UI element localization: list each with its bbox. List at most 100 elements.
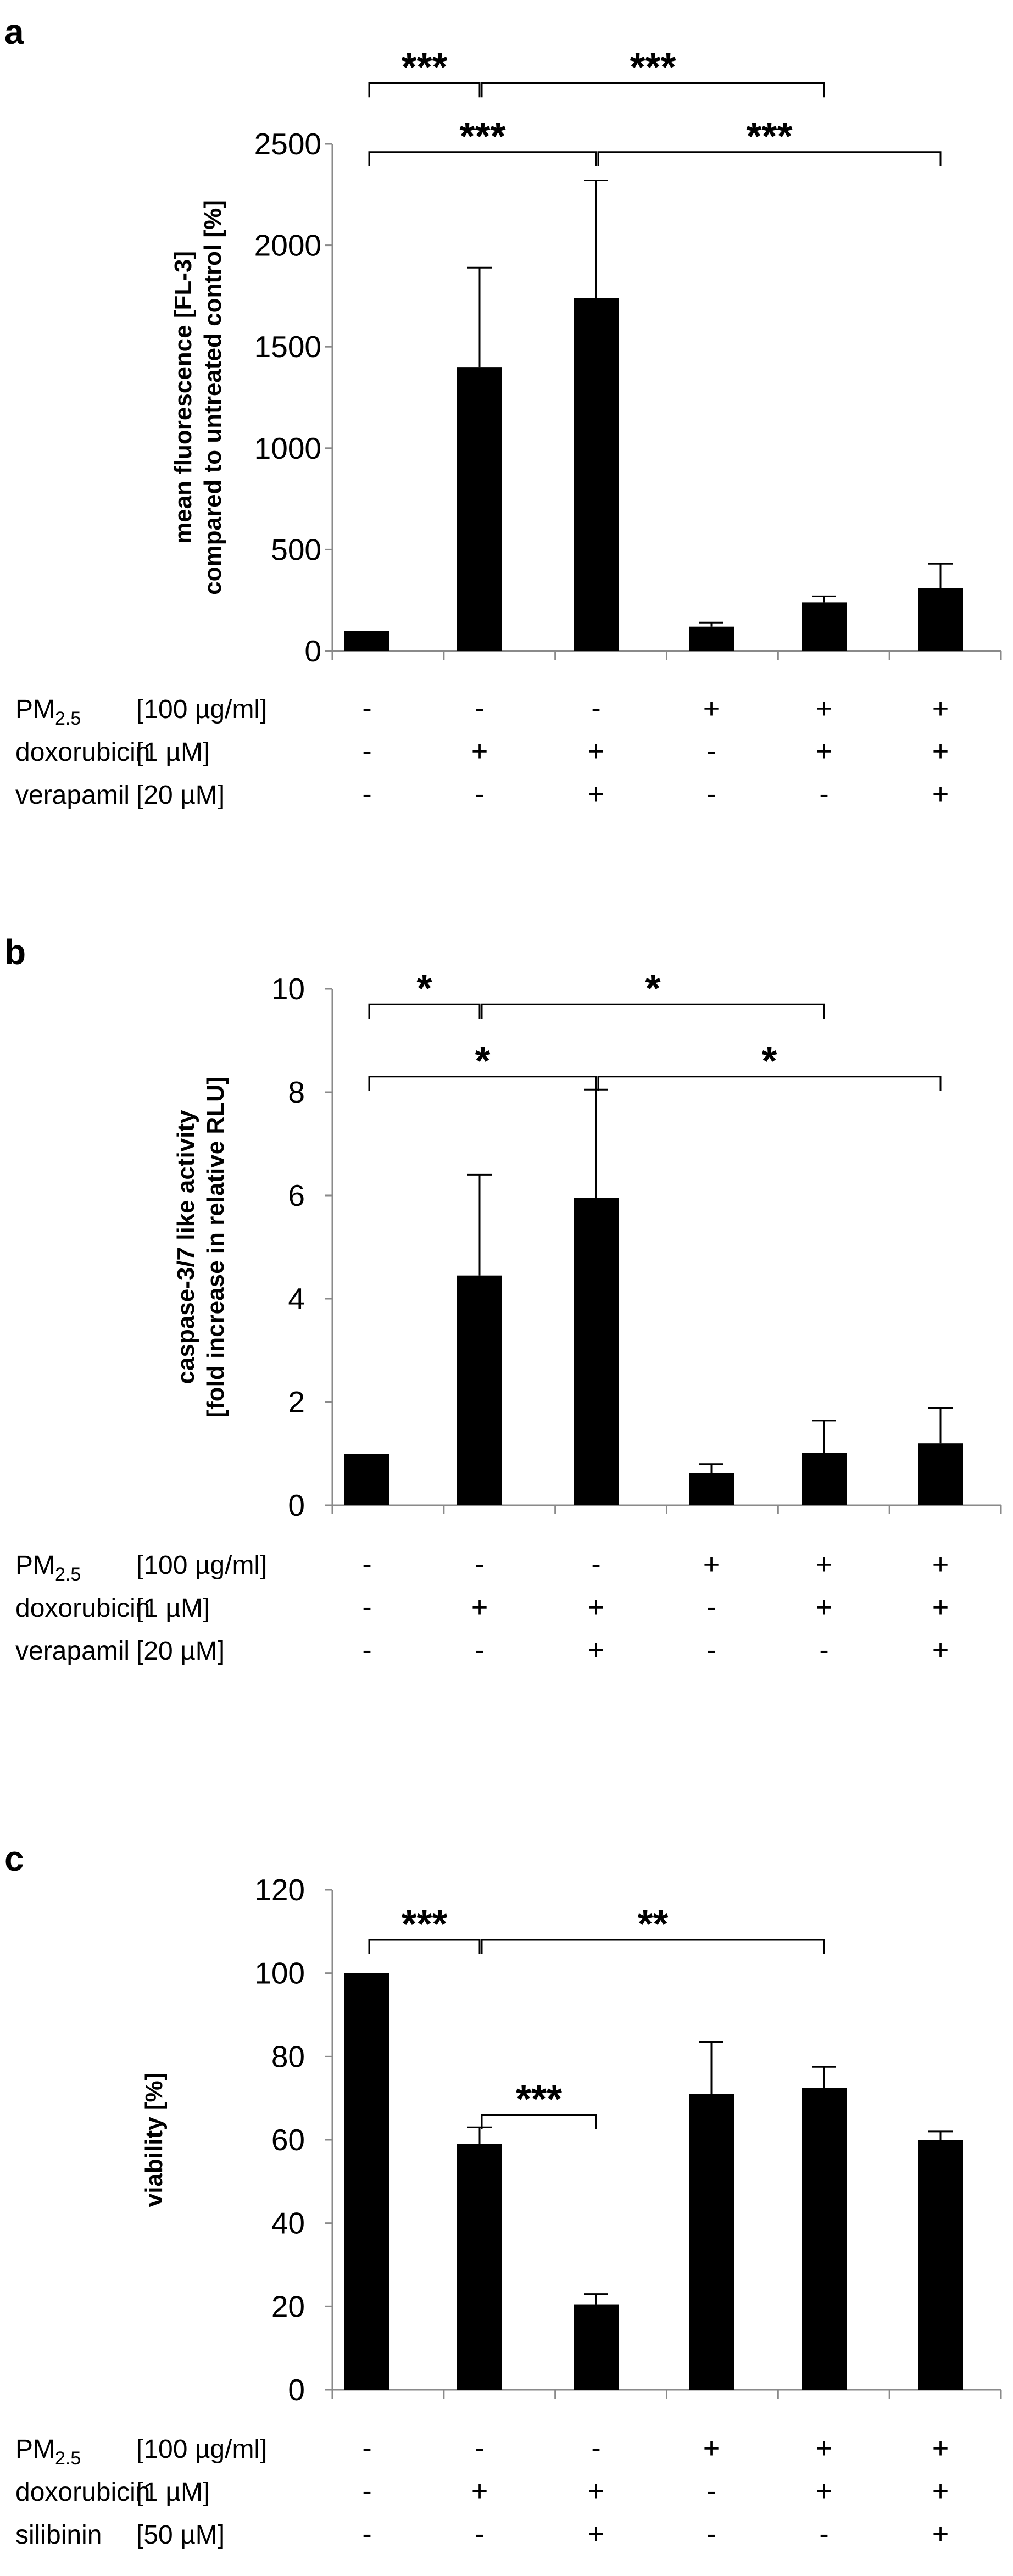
y-tick-label: 2500 [254, 127, 321, 161]
condition-sign: + [932, 2475, 949, 2507]
condition-sign: + [816, 2475, 832, 2507]
condition-sign: + [816, 2433, 832, 2464]
condition-label: PM2.5 [15, 1551, 81, 1585]
y-axis-label: caspase-3/7 like activity [172, 1110, 199, 1384]
condition-sign: + [816, 736, 832, 767]
condition-unit: [20 µM] [136, 1637, 225, 1666]
bar [918, 2140, 963, 2390]
condition-sign: + [588, 1592, 604, 1623]
bar [802, 2088, 847, 2390]
significance-bracket [597, 1076, 942, 1091]
condition-label: doxorubicin [15, 738, 150, 767]
condition-unit: [100 µg/ml] [136, 695, 267, 724]
condition-unit: [20 µM] [136, 781, 225, 810]
condition-sign: - [706, 2518, 716, 2550]
condition-sign: + [703, 2433, 720, 2464]
bar [802, 1453, 847, 1505]
y-tick-label: 100 [254, 1956, 305, 1990]
condition-label: verapamil [15, 781, 130, 810]
condition-sign: - [362, 1634, 371, 1666]
bar [574, 2304, 619, 2390]
condition-sign: + [816, 1592, 832, 1623]
condition-sign: - [591, 2433, 600, 2464]
significance-label: *** [459, 115, 505, 159]
condition-sign: - [706, 778, 716, 810]
condition-sign: + [588, 778, 604, 810]
y-tick-label: 4 [288, 1282, 305, 1316]
y-tick-label: 0 [288, 2373, 305, 2407]
significance-bracket [368, 151, 597, 166]
panel-a: a mean fluorescence [FL-3] compared to unt… [4, 12, 1002, 810]
condition-sign: - [819, 1634, 828, 1666]
significance-label: ** [637, 1902, 668, 1946]
y-axis-label: compared to untreated control [%] [199, 200, 226, 595]
condition-sign: - [706, 2475, 716, 2507]
condition-label: verapamil [15, 1637, 130, 1666]
y-tick-label: 2 [288, 1385, 305, 1419]
condition-sign: + [703, 693, 720, 725]
significance-label: * [475, 1039, 490, 1083]
condition-sign: - [475, 2433, 484, 2464]
condition-unit: [1 µM] [136, 1594, 210, 1623]
condition-sign: - [706, 1592, 716, 1623]
condition-sign: - [362, 736, 371, 767]
significance-bracket [481, 1939, 825, 1954]
condition-unit: [100 µg/ml] [136, 2435, 267, 2464]
condition-label: silibinin [15, 2521, 102, 2550]
significance-label: *** [516, 2078, 562, 2122]
condition-sign: + [588, 2518, 604, 2550]
condition-sign: + [932, 736, 949, 767]
condition-unit: [50 µM] [136, 2521, 225, 2550]
condition-unit: [1 µM] [136, 2478, 210, 2507]
significance-bracket [368, 1939, 481, 1954]
condition-sign: + [932, 2518, 949, 2550]
condition-sign: + [471, 1592, 488, 1623]
condition-sign: - [362, 1549, 371, 1581]
bar [802, 602, 847, 651]
condition-sign: - [706, 1634, 716, 1666]
bar [918, 1443, 963, 1505]
significance-label: *** [401, 1902, 447, 1946]
bar [689, 1473, 734, 1505]
condition-sign: + [588, 2475, 604, 2507]
y-axis-label: mean fluorescence [FL-3] [170, 251, 197, 544]
y-axis-label: [fold increase in relative RLU] [202, 1076, 229, 1417]
condition-sign: - [706, 736, 716, 767]
y-tick-label: 80 [271, 2039, 305, 2073]
condition-sign: + [932, 693, 949, 725]
bar [457, 1275, 502, 1505]
condition-sign: + [932, 1549, 949, 1581]
condition-sign: - [362, 1592, 371, 1623]
condition-sign: + [588, 736, 604, 767]
condition-sign: - [591, 1549, 600, 1581]
condition-sign: - [362, 2475, 371, 2507]
bar [344, 631, 389, 651]
condition-sign: - [362, 693, 371, 725]
bar [574, 1198, 619, 1505]
bar [689, 2094, 734, 2390]
y-tick-label: 6 [288, 1178, 305, 1212]
y-tick-label: 120 [254, 1873, 305, 1907]
condition-sign: + [932, 2433, 949, 2464]
significance-bracket [368, 1076, 597, 1091]
y-tick-label: 500 [271, 532, 321, 566]
condition-sign: - [475, 693, 484, 725]
y-tick-label: 10 [271, 972, 305, 1006]
significance-label: *** [630, 46, 676, 90]
panel-letter: a [4, 12, 24, 52]
condition-sign: + [932, 778, 949, 810]
y-tick-label: 8 [288, 1075, 305, 1109]
condition-sign: + [471, 736, 488, 767]
y-tick-label: 20 [271, 2289, 305, 2323]
condition-sign: - [591, 693, 600, 725]
condition-sign: + [471, 2475, 488, 2507]
condition-label: doxorubicin [15, 2478, 150, 2507]
condition-sign: + [932, 1634, 949, 1666]
y-tick-label: 60 [271, 2123, 305, 2157]
y-tick-label: 2000 [254, 229, 321, 263]
y-axis-label: viability [%] [141, 2073, 168, 2207]
significance-label: * [645, 967, 660, 1011]
significance-bracket [481, 1003, 825, 1019]
condition-label: doxorubicin [15, 1594, 150, 1623]
